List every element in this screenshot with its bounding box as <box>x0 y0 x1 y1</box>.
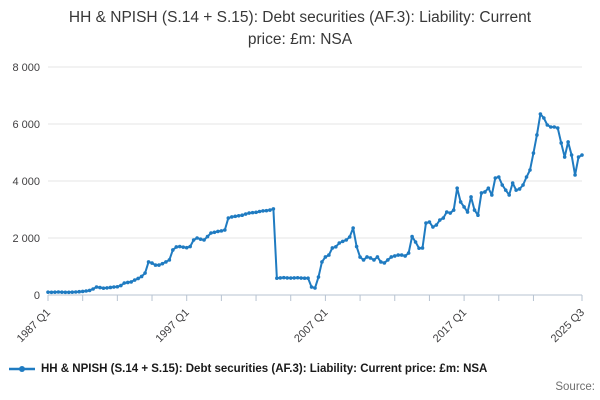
svg-text:6 000: 6 000 <box>12 119 40 131</box>
legend-line-marker-icon <box>9 366 35 372</box>
svg-text:2025 Q3: 2025 Q3 <box>549 307 587 345</box>
source-label: Source: <box>555 381 595 393</box>
y-axis-labels: 0 2 000 4 000 6 000 8 000 <box>12 62 40 302</box>
x-axis-labels: 1987 Q1 1997 Q1 2007 Q1 2017 Q1 2025 Q3 <box>15 307 587 345</box>
svg-text:0: 0 <box>34 290 40 302</box>
svg-text:8 000: 8 000 <box>12 62 40 74</box>
svg-text:2 000: 2 000 <box>12 233 40 245</box>
series-line <box>47 113 583 294</box>
gridlines <box>48 66 582 239</box>
plot-area: 0 2 000 4 000 6 000 8 000 1987 Q1 1997 Q1 2007 … <box>12 62 587 345</box>
svg-text:1997 Q1: 1997 Q1 <box>153 307 191 345</box>
svg-text:2007 Q1: 2007 Q1 <box>292 307 330 345</box>
svg-text:1987 Q1: 1987 Q1 <box>15 307 53 345</box>
x-axis-ticks <box>47 295 583 301</box>
svg-text:2017 Q1: 2017 Q1 <box>431 307 469 345</box>
legend: HH & NPISH (S.14 + S.15): Debt securitie… <box>8 360 596 378</box>
legend-label: HH & NPISH (S.14 + S.15): Debt securitie… <box>41 363 488 375</box>
series-markers <box>46 112 584 295</box>
chart-title: HH & NPISH (S.14 + S.15): Debt securitie… <box>68 9 532 48</box>
svg-text:4 000: 4 000 <box>12 176 40 188</box>
